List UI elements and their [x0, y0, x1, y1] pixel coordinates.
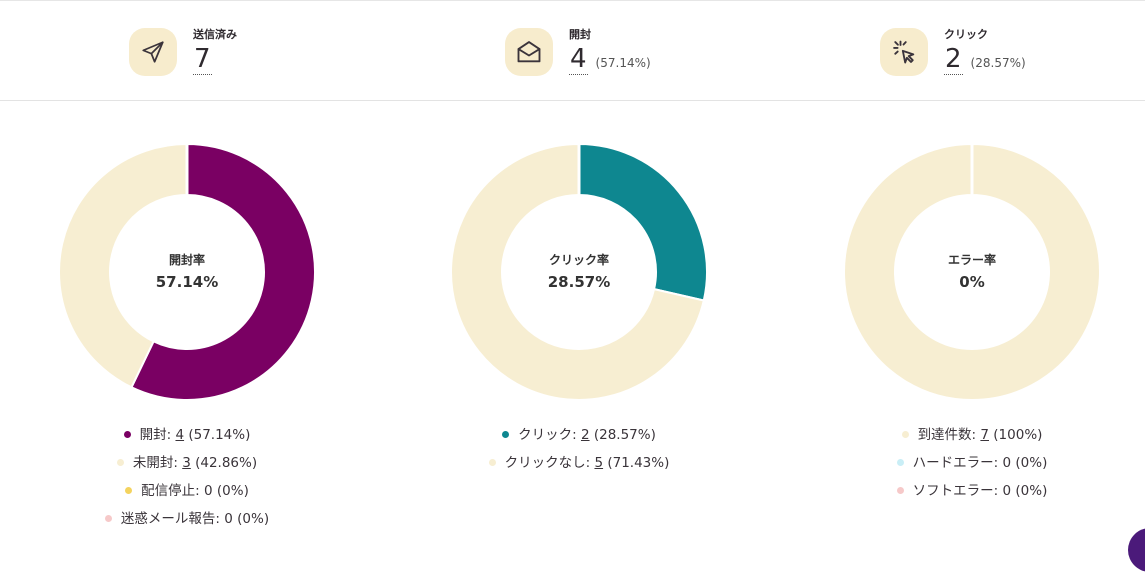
- legend-label: 開封:: [139, 427, 176, 443]
- legend-item[interactable]: ソフトエラー: 0 (0%): [772, 477, 1145, 505]
- stat-clicks-label: クリック: [944, 27, 988, 41]
- legend-item[interactable]: 配信停止: 0 (0%): [0, 477, 387, 505]
- click-rate-legend: クリック: 2 (28.57%) クリックなし: 5 (71.43%): [379, 421, 779, 477]
- legend-percent: (71.43%): [603, 455, 670, 471]
- legend-count[interactable]: 4: [175, 427, 185, 443]
- error-rate-center-label: エラー率: [947, 253, 996, 267]
- click-rate-center-label: クリック率: [548, 253, 609, 267]
- stat-clicks-value[interactable]: 2: [944, 43, 963, 75]
- error-rate-legend: 到達件数: 7 (100%) ハードエラー: 0 (0%) ソフトエラー: 0 (0…: [772, 421, 1145, 505]
- legend-percent: (28.57%): [589, 427, 656, 443]
- legend-marker: [125, 486, 133, 494]
- legend-item[interactable]: 開封: 4 (57.14%): [0, 421, 387, 449]
- legend-label: 到達件数:: [917, 427, 981, 443]
- legend-count: 0: [204, 483, 213, 499]
- legend-count: 0: [1002, 483, 1012, 499]
- legend-count[interactable]: 2: [580, 427, 590, 443]
- legend-percent: (42.86%): [190, 455, 258, 471]
- open-rate-legend: 開封: 4 (57.14%) 未開封: 3 (42.86%) 配信停止: 0 (0%…: [0, 421, 387, 533]
- legend-marker: [502, 430, 510, 438]
- legend-percent: (0%): [1011, 455, 1048, 471]
- stat-clicks: クリック 2 (28.57%): [880, 4, 1026, 100]
- error-rate-donut: [843, 142, 1101, 401]
- legend-count[interactable]: 3: [182, 455, 191, 471]
- click-rate-center-value: 28.57%: [547, 273, 611, 291]
- legend-count[interactable]: 5: [594, 455, 604, 471]
- donut-slice-0[interactable]: [130, 142, 316, 401]
- legend-label: クリック:: [518, 427, 581, 443]
- cursor-click-icon: [880, 28, 928, 76]
- legend-marker: [488, 458, 496, 466]
- legend-label: ハードエラー:: [912, 455, 1003, 471]
- open-rate-donut: [58, 142, 316, 401]
- legend-item[interactable]: 未開封: 3 (42.86%): [0, 449, 387, 477]
- legend-label: 未開封:: [132, 455, 183, 471]
- legend-marker: [901, 430, 909, 438]
- donut-slice-0[interactable]: [578, 142, 708, 302]
- legend-count[interactable]: 7: [980, 427, 989, 443]
- legend-count: 0: [224, 511, 233, 527]
- open-envelope-icon: [505, 28, 553, 76]
- legend-label: 迷惑メール報告:: [120, 511, 225, 527]
- stat-clicks-percent: (28.57%): [970, 55, 1026, 70]
- legend-count: 0: [1002, 455, 1012, 471]
- stat-opened-value[interactable]: 4: [569, 43, 588, 75]
- legend-percent: (0%): [212, 483, 249, 499]
- error-rate-center-value: 0%: [959, 273, 985, 291]
- legend-marker: [116, 458, 124, 466]
- stat-opened: 開封 4 (57.14%): [505, 4, 651, 100]
- legend-item[interactable]: 迷惑メール報告: 0 (0%): [0, 505, 387, 533]
- legend-label: 配信停止:: [141, 483, 204, 499]
- paper-plane-icon: [129, 28, 177, 76]
- open-rate-center-label: 開封率: [168, 253, 205, 267]
- legend-percent: (0%): [232, 511, 270, 527]
- donut-slice-1[interactable]: [58, 142, 188, 389]
- legend-percent: (100%): [989, 427, 1043, 443]
- legend-label: ソフトエラー:: [912, 483, 1003, 499]
- legend-item[interactable]: クリックなし: 5 (71.43%): [379, 449, 779, 477]
- legend-item[interactable]: 到達件数: 7 (100%): [772, 421, 1145, 449]
- open-rate-center-value: 57.14%: [155, 273, 219, 291]
- legend-marker: [104, 514, 112, 522]
- donut-slice-1[interactable]: [450, 142, 705, 401]
- legend-marker: [896, 458, 904, 466]
- top-divider: [0, 0, 1145, 5]
- stat-sent: 送信済み 7: [129, 4, 237, 100]
- summary-stats: 送信済み 7 開封 4 (57.14%): [0, 4, 1145, 101]
- legend-marker: [896, 486, 904, 494]
- stat-opened-percent: (57.14%): [595, 55, 651, 70]
- help-button[interactable]: [1128, 528, 1145, 572]
- legend-percent: (57.14%): [184, 427, 251, 443]
- legend-label: クリックなし:: [504, 455, 595, 471]
- stat-sent-value[interactable]: 7: [193, 43, 212, 75]
- legend-percent: (0%): [1011, 483, 1048, 499]
- click-rate-donut: [450, 142, 708, 401]
- legend-item[interactable]: ハードエラー: 0 (0%): [772, 449, 1145, 477]
- stat-sent-label: 送信済み: [193, 27, 237, 41]
- donut-slice-0[interactable]: [843, 142, 1101, 401]
- stat-opened-label: 開封: [569, 27, 591, 41]
- legend-item[interactable]: クリック: 2 (28.57%): [379, 421, 779, 449]
- legend-marker: [123, 430, 131, 438]
